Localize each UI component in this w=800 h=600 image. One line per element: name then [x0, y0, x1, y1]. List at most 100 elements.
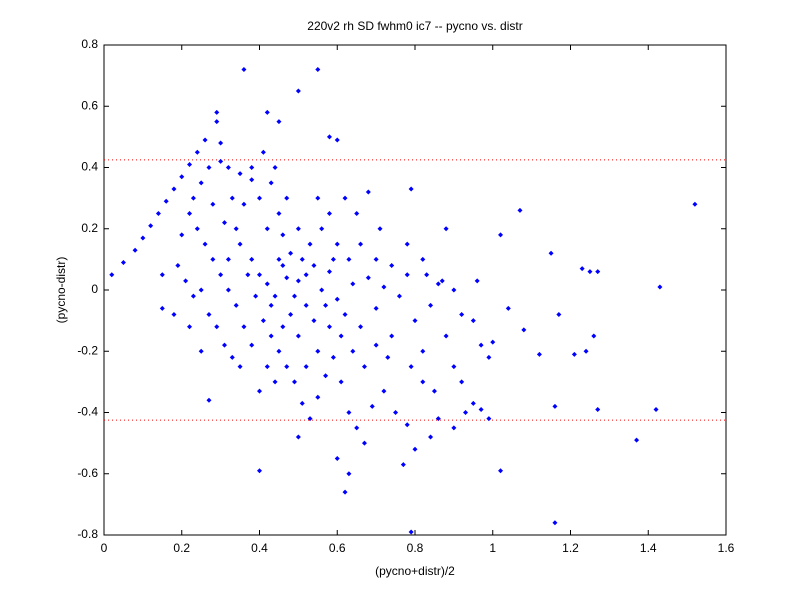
- x-tick-label: 0.2: [173, 541, 190, 555]
- point: [264, 281, 270, 287]
- point: [420, 256, 426, 262]
- x-tick-label: 0.8: [407, 541, 424, 555]
- point: [245, 272, 251, 278]
- point: [435, 281, 441, 287]
- point: [194, 226, 200, 232]
- point: [268, 302, 274, 308]
- point: [315, 67, 321, 72]
- point: [451, 364, 457, 370]
- point: [319, 226, 325, 232]
- y-tick-label: 0.6: [81, 98, 98, 112]
- point: [295, 434, 301, 440]
- point: [389, 263, 395, 268]
- y-tick-label: -0.8: [77, 527, 98, 541]
- point: [396, 293, 402, 299]
- point: [595, 406, 601, 412]
- point: [323, 302, 329, 308]
- point: [350, 348, 356, 354]
- point: [241, 67, 247, 72]
- point: [132, 247, 138, 253]
- point: [404, 241, 410, 247]
- point: [420, 348, 426, 354]
- point: [377, 226, 383, 232]
- point: [179, 232, 185, 238]
- x-tick-label: 1.2: [562, 541, 579, 555]
- point: [276, 210, 282, 216]
- point: [222, 220, 228, 226]
- point: [249, 177, 255, 183]
- point: [190, 293, 196, 299]
- point: [381, 388, 387, 394]
- point: [171, 186, 177, 192]
- point: [552, 403, 558, 409]
- point: [408, 529, 414, 535]
- point: [385, 354, 391, 360]
- point: [225, 165, 231, 170]
- point: [443, 226, 449, 232]
- y-tick-label: 0: [91, 282, 98, 296]
- point: [548, 250, 554, 256]
- x-tick-label: 0.4: [251, 541, 268, 555]
- point: [404, 422, 410, 428]
- point: [354, 210, 360, 216]
- point: [299, 400, 305, 406]
- point: [276, 256, 282, 262]
- point: [241, 201, 247, 207]
- point: [202, 137, 208, 143]
- point: [225, 256, 231, 262]
- point: [175, 263, 181, 268]
- point: [346, 410, 352, 415]
- point: [272, 293, 278, 299]
- point: [326, 134, 332, 140]
- point: [365, 189, 371, 195]
- point: [288, 250, 294, 256]
- point: [299, 256, 305, 262]
- point: [218, 158, 224, 164]
- y-axis-label: (pycno-distr): [54, 257, 68, 324]
- point: [222, 342, 228, 348]
- point: [326, 324, 332, 330]
- point: [361, 364, 367, 370]
- point: [591, 333, 597, 339]
- point: [334, 137, 340, 143]
- point: [303, 272, 309, 278]
- point: [284, 364, 290, 370]
- point: [276, 119, 282, 125]
- point: [451, 425, 457, 431]
- point: [498, 232, 504, 238]
- point: [284, 195, 290, 201]
- point: [253, 293, 259, 299]
- point: [198, 287, 204, 293]
- point: [334, 455, 340, 461]
- point: [260, 149, 266, 155]
- point: [334, 296, 340, 302]
- point: [323, 373, 329, 379]
- point: [583, 348, 589, 354]
- point: [214, 109, 220, 115]
- point: [505, 305, 511, 311]
- point: [490, 339, 496, 345]
- point: [148, 223, 154, 229]
- point: [342, 195, 348, 201]
- point: [214, 119, 220, 125]
- point: [486, 354, 492, 360]
- y-tick-label: 0.4: [81, 160, 98, 174]
- point: [303, 302, 309, 308]
- point: [412, 318, 418, 324]
- point: [571, 351, 577, 357]
- point: [361, 440, 367, 446]
- point: [159, 305, 165, 311]
- point: [657, 284, 663, 290]
- point: [358, 241, 364, 247]
- point: [257, 468, 262, 474]
- point: [280, 232, 286, 238]
- y-tick-label: -0.2: [77, 343, 98, 357]
- point: [264, 226, 270, 232]
- point: [439, 278, 445, 284]
- point: [198, 348, 204, 354]
- point: [498, 468, 504, 474]
- point: [155, 210, 161, 216]
- point: [369, 403, 375, 409]
